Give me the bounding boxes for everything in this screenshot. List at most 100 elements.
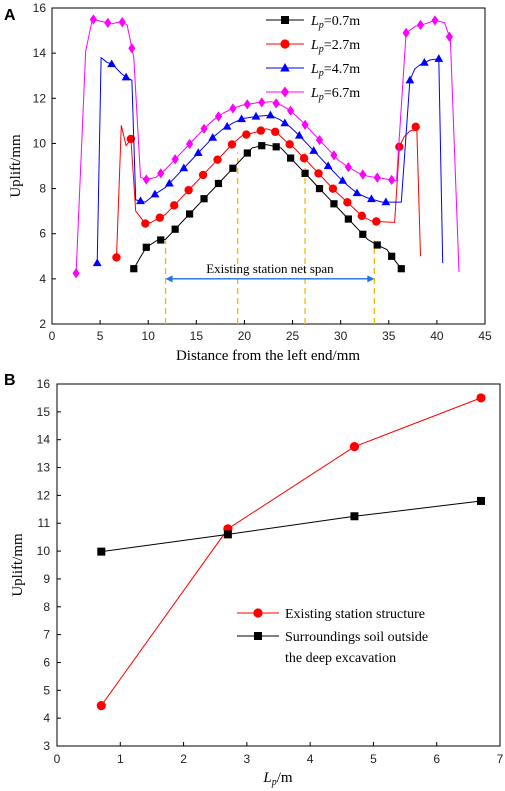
data-point — [198, 170, 208, 180]
plot-frame-a — [51, 7, 486, 325]
legend-label: the deep excavation — [285, 651, 396, 666]
data-point — [142, 174, 150, 185]
data-point — [258, 97, 266, 108]
y-tick-label: 4 — [43, 711, 50, 725]
data-point — [477, 496, 486, 505]
data-point — [170, 201, 179, 210]
data-point — [185, 210, 194, 218]
x-tick-label: 10 — [142, 329, 156, 343]
y-tick-label: 8 — [43, 600, 50, 614]
data-point — [251, 111, 261, 120]
data-point — [350, 512, 359, 521]
data-point — [344, 215, 352, 223]
y-tick-label: 8 — [39, 182, 46, 196]
y-tick-label: 9 — [43, 572, 50, 586]
data-point — [431, 15, 439, 26]
annotation-label: Existing station net span — [206, 261, 334, 276]
y-tick-label: 14 — [37, 433, 51, 447]
series-line — [101, 500, 482, 553]
legend-b: Existing station structure Surroundings s… — [237, 607, 428, 666]
data-point — [314, 169, 323, 178]
x-tick-label: 25 — [286, 329, 300, 343]
data-point — [272, 143, 280, 151]
data-point — [200, 123, 208, 134]
data-point — [185, 138, 194, 150]
data-point — [359, 230, 367, 238]
x-axis-b: 0 1 2 3 4 5 6 7 — [54, 742, 504, 766]
data-point — [179, 163, 189, 172]
data-point — [213, 155, 222, 164]
data-point — [155, 213, 164, 222]
data-point — [359, 169, 367, 180]
y-tick-label: 10 — [33, 136, 47, 150]
data-point — [92, 258, 102, 267]
data-point — [104, 17, 112, 28]
data-point — [141, 219, 150, 228]
data-point — [405, 75, 415, 84]
legend-marker — [253, 608, 263, 618]
data-point — [309, 146, 319, 154]
arrow-head-left — [165, 275, 173, 283]
panel-letter-b: B — [4, 372, 16, 389]
data-point — [96, 701, 106, 711]
x-tick-label: 5 — [370, 752, 377, 766]
data-point — [280, 118, 290, 127]
data-point — [367, 194, 376, 203]
legend-label: Lp=6.7m — [310, 86, 360, 103]
x-axis-label-a: Distance from the left end/mm — [176, 348, 360, 364]
data-point — [256, 126, 266, 135]
y-axis-b: 3 4 5 6 7 8 9 10 11 12 13 14 15 16 — [37, 377, 61, 753]
series-line — [100, 397, 482, 706]
x-tick-label: 45 — [478, 329, 492, 343]
data-point — [299, 154, 309, 163]
data-point — [381, 197, 391, 206]
y-axis-label-b: Uplift/mm — [10, 533, 26, 597]
x-axis-a: 0 5 10 15 20 25 30 35 40 45 — [49, 320, 492, 343]
panel-letter-a: A — [4, 7, 16, 24]
data-point — [223, 530, 232, 539]
data-point — [229, 103, 237, 114]
data-point — [330, 200, 338, 208]
data-point — [272, 98, 280, 109]
x-tick-label: 2 — [180, 752, 187, 766]
x-tick-label: 20 — [238, 329, 252, 343]
data-point — [301, 169, 309, 177]
data-point — [476, 393, 486, 403]
data-point — [193, 148, 203, 157]
data-point — [352, 188, 362, 197]
legend-label: Lp=2.7m — [310, 38, 360, 55]
data-point — [373, 172, 381, 183]
x-tick-label: 15 — [190, 329, 204, 343]
y-axis-a: 2 4 6 8 10 12 14 16 — [33, 1, 56, 331]
data-point — [434, 54, 444, 62]
data-point — [227, 140, 237, 149]
data-point — [372, 217, 381, 226]
legend-a: Lp=0.7m Lp=2.7m Lp=4.7m Lp=6.7m — [266, 14, 360, 103]
data-point — [402, 27, 410, 38]
x-tick-label: 6 — [433, 752, 440, 766]
data-point — [330, 150, 338, 161]
y-tick-label: 12 — [33, 91, 47, 105]
data-point — [171, 225, 179, 233]
data-point — [287, 105, 295, 116]
data-point — [285, 140, 294, 149]
y-tick-label: 6 — [43, 655, 50, 669]
data-point — [266, 110, 275, 119]
data-point — [72, 268, 80, 279]
data-point — [237, 114, 246, 123]
data-point — [373, 241, 381, 249]
data-point — [243, 149, 251, 157]
data-point — [395, 142, 404, 152]
x-tick-label: 4 — [307, 752, 314, 766]
data-point — [222, 121, 232, 130]
series-group-a — [72, 14, 460, 279]
series-group-b — [96, 393, 486, 711]
legend-label: Lp=0.7m — [310, 14, 360, 31]
y-tick-label: 10 — [37, 544, 51, 558]
data-point — [118, 17, 126, 28]
arrow-head-right — [367, 275, 375, 283]
data-point — [388, 174, 396, 186]
legend-label: Existing station structure — [285, 607, 425, 622]
data-point — [214, 111, 223, 122]
